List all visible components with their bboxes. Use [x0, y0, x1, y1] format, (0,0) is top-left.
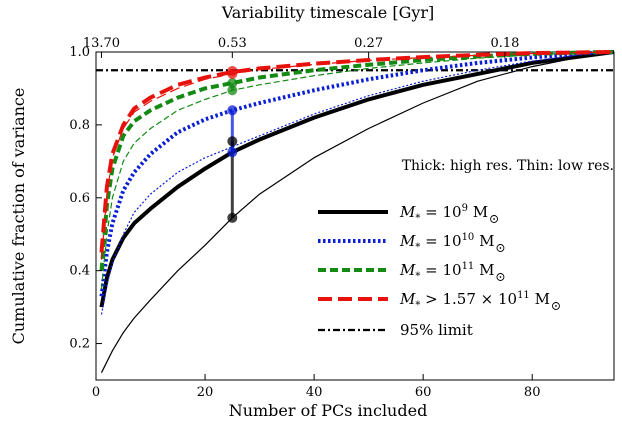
x-axis-ticks: 0 20 40 60 80: [92, 374, 541, 400]
legend-label-part: 11: [462, 261, 475, 272]
y-tick-label: 0.6: [69, 191, 90, 206]
legend-label-part: 9: [462, 203, 468, 214]
series-line-thick: [99, 50, 615, 297]
sun-symbol-icon: [490, 215, 499, 223]
legend-label: M* > 1.57 × 1011 M: [399, 290, 550, 311]
legend-label-part: M: [474, 232, 494, 250]
top-tick-label: 0.27: [354, 36, 383, 51]
y-tick-label: 1.0: [69, 45, 90, 60]
legend-label-part: M: [474, 261, 494, 279]
marker-layer: [227, 65, 238, 223]
top-axis-ticks: 13.70 0.53 0.27 0.18: [83, 36, 519, 58]
legend-label-part: = 10: [420, 203, 461, 221]
legend-label-part: = 10: [420, 232, 461, 250]
legend: M* = 109 MM* = 1010 MM* = 1011 MM* > 1.5…: [318, 203, 560, 339]
legend-label-part: M: [530, 290, 550, 308]
marker-point: [227, 212, 238, 223]
x-tick-label: 40: [306, 385, 323, 400]
y-tick-label: 0.4: [69, 264, 90, 279]
legend-label-part: *: [415, 300, 420, 311]
x-tick-label: 20: [197, 385, 214, 400]
top-tick-label: 0.53: [218, 36, 247, 51]
legend-label: M* = 1011 M: [399, 261, 494, 282]
sun-symbol-icon: [551, 302, 560, 310]
top-tick-label: 0.18: [490, 36, 519, 51]
legend-label-part: *: [415, 213, 420, 224]
sun-symbol-dot: [499, 247, 502, 249]
marker-point: [227, 68, 238, 79]
legend-label-part: M: [399, 232, 416, 250]
plot-frame: [95, 51, 615, 381]
legend-label: M* = 109 M: [399, 203, 488, 224]
legend-label-part: 10: [462, 232, 475, 243]
sun-symbol-icon: [496, 244, 505, 252]
legend-label-part: M: [399, 261, 416, 279]
legend-label-part: 11: [517, 290, 530, 301]
x-tick-label: 60: [415, 385, 432, 400]
y-axis-ticks: 0.2 0.4 0.6 0.8 1.0: [69, 45, 102, 352]
marker-point: [227, 85, 238, 96]
y-tick-label: 0.8: [69, 118, 90, 133]
marker-point: [227, 147, 238, 158]
y-axis-title: Cumulative fraction of variance: [9, 88, 28, 345]
sun-symbol-icon: [496, 273, 505, 281]
top-axis-title: Variability timescale [Gyr]: [221, 3, 435, 22]
top-tick-label: 13.70: [83, 36, 120, 51]
marker-point: [227, 77, 238, 88]
marker-point: [227, 105, 238, 116]
marker-point: [227, 136, 238, 147]
sun-symbol-dot: [555, 305, 557, 307]
sun-symbol-dot: [499, 276, 502, 278]
legend-label-part: *: [415, 271, 420, 282]
legend-label-part: M: [468, 203, 488, 221]
x-tick-label: 80: [524, 385, 541, 400]
legend-label-part: > 1.57 × 10: [420, 290, 517, 308]
series-line-thin: [100, 51, 615, 315]
resolution-note: Thick: high res. Thin: low res.: [402, 158, 614, 174]
legend-label-part: M: [399, 290, 416, 308]
series-line-thick: [99, 50, 615, 271]
legend-label: M* = 1010 M: [399, 232, 494, 253]
x-tick-label: 0: [92, 385, 100, 400]
legend-label-part: = 10: [420, 261, 461, 279]
y-tick-label: 0.2: [69, 337, 90, 352]
sun-symbol-dot: [493, 218, 495, 220]
plot-area: [95, 50, 615, 381]
legend-label-part: *: [415, 242, 420, 253]
legend-label-part: M: [399, 203, 416, 221]
legend-label-limit: 95% limit: [400, 321, 473, 339]
x-axis-title: Number of PCs included: [229, 401, 428, 420]
